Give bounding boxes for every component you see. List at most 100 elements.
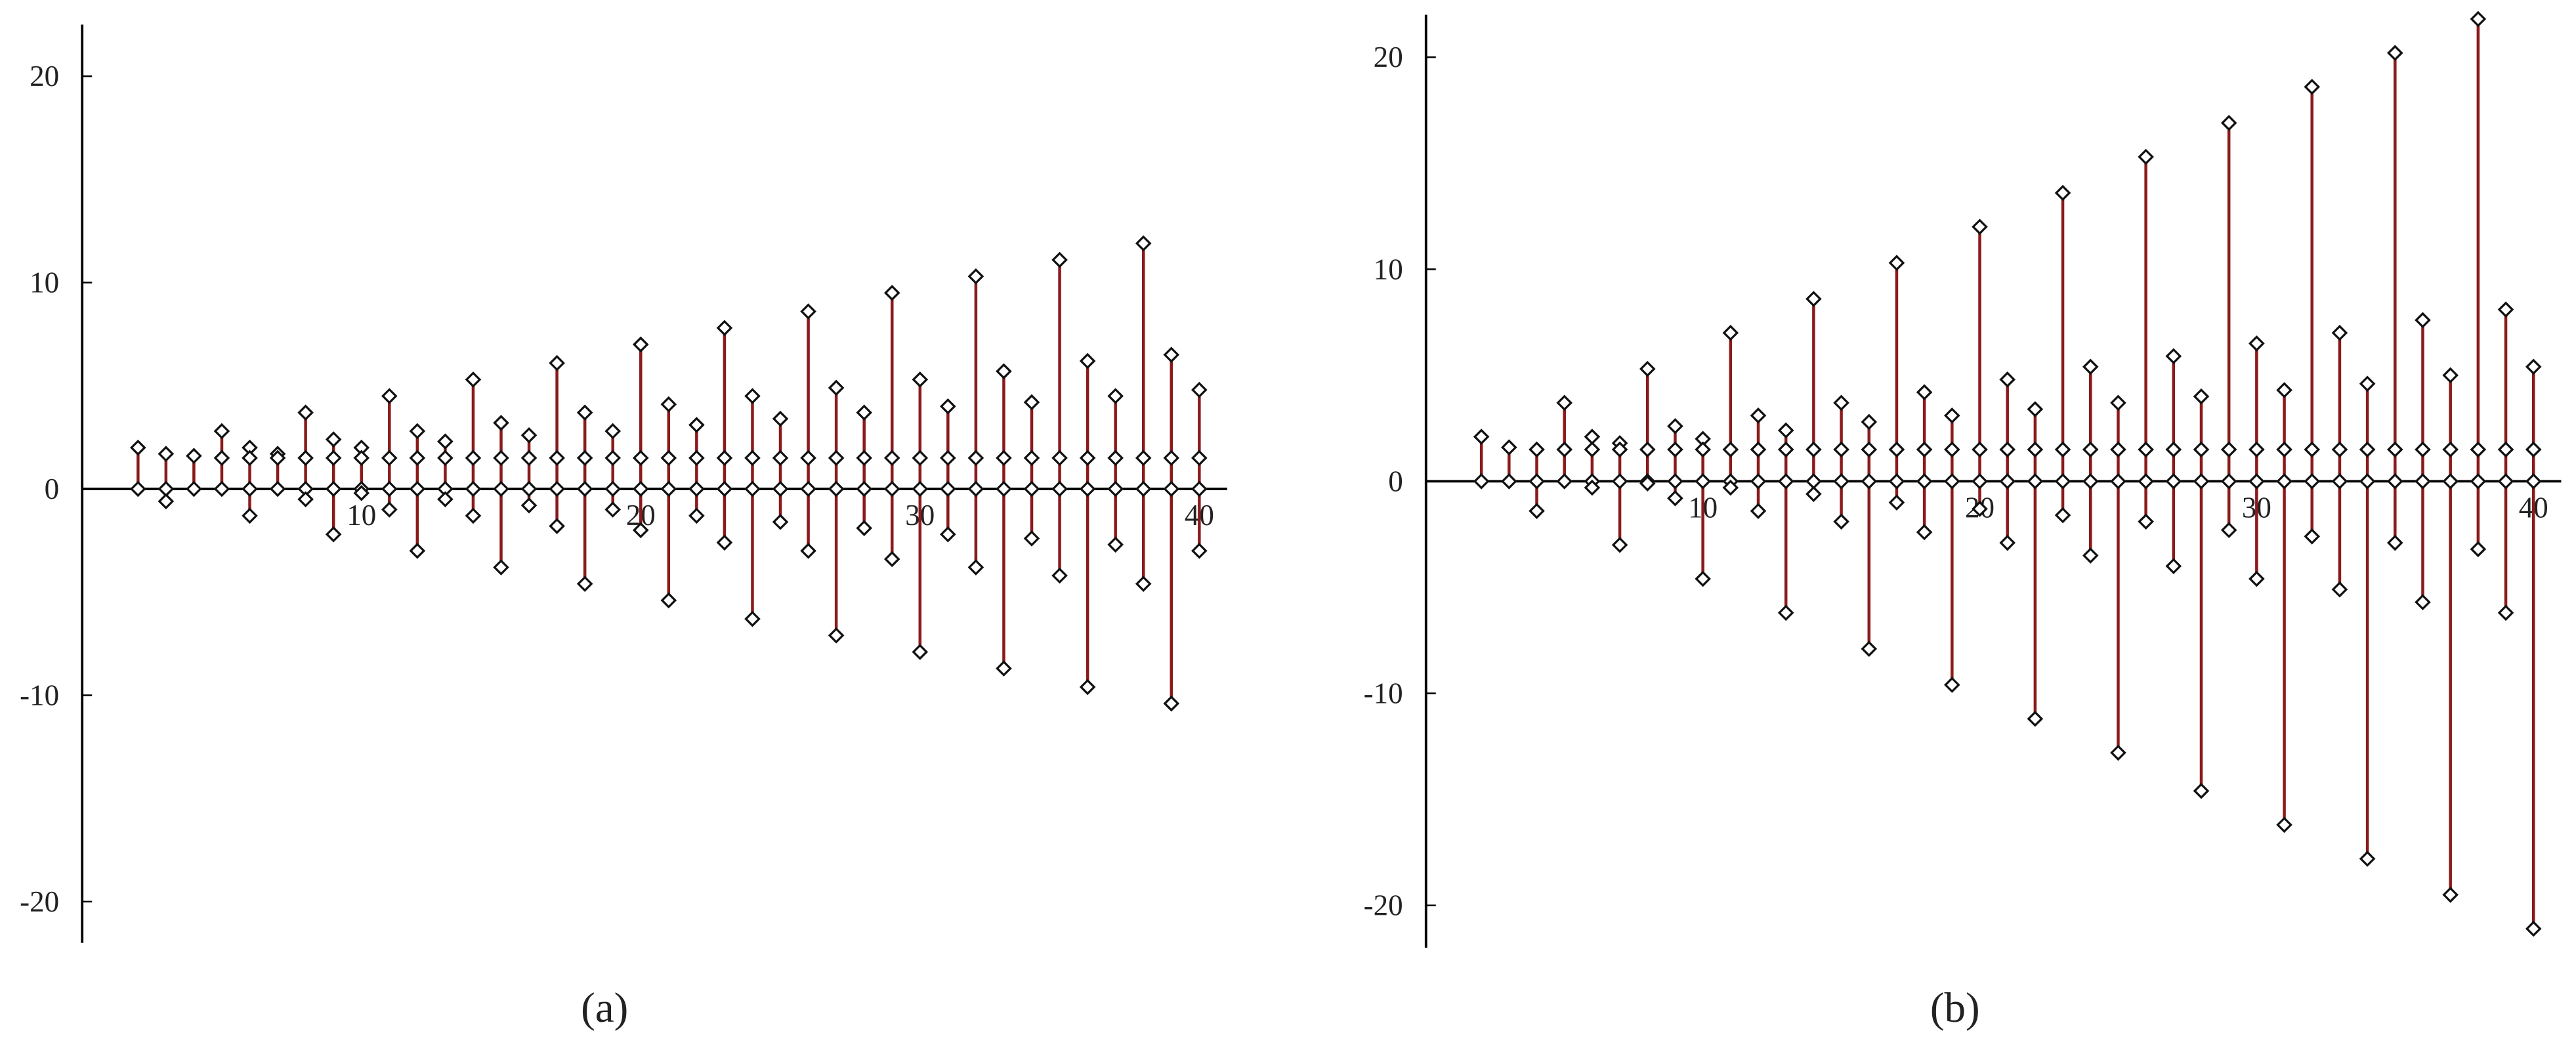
diamond-marker (1639, 475, 1656, 492)
diamond-marker (1191, 381, 1208, 398)
diamond-marker (1107, 388, 1124, 404)
diamond-marker (520, 480, 538, 497)
diamond-marker (1695, 570, 1711, 587)
diamond-marker (716, 320, 733, 337)
diamond-marker (1079, 352, 1096, 369)
diamond-marker (1051, 450, 1068, 467)
diamond-marker (1107, 480, 1124, 497)
diamond-marker (1722, 479, 1739, 496)
diamond-marker (2138, 441, 2154, 458)
diamond-marker (1777, 441, 1794, 458)
diamond-marker (1888, 255, 1905, 271)
diamond-marker (883, 450, 900, 467)
diamond-marker (2359, 375, 2376, 392)
diamond-marker (2054, 184, 2071, 201)
diamond-marker (1916, 384, 1933, 401)
diamond-marker (493, 450, 509, 467)
diamond-marker (1999, 371, 2016, 388)
diamond-marker (2470, 473, 2487, 490)
diamond-marker (2331, 324, 2348, 341)
diamond-marker (2110, 441, 2126, 458)
diamond-marker (493, 480, 509, 497)
diamond-marker (325, 431, 342, 448)
diamond-marker (744, 480, 761, 497)
diamond-marker (1556, 473, 1573, 490)
diamond-marker (1833, 473, 1849, 490)
y-tick-label: 0 (45, 472, 60, 505)
diamond-marker (2331, 441, 2348, 458)
diamond-marker (604, 423, 622, 440)
diamond-marker (660, 592, 677, 609)
diamond-marker (325, 480, 342, 497)
diamond-marker (1805, 486, 1822, 503)
diamond-marker (1695, 441, 1711, 458)
diamond-marker (1972, 501, 1988, 517)
diamond-marker (828, 379, 845, 396)
diamond-marker (1611, 473, 1628, 490)
diamond-marker (2110, 473, 2126, 490)
diamond-marker (1750, 473, 1767, 490)
diamond-marker (2497, 604, 2514, 621)
diamond-marker (912, 450, 929, 467)
diamond-marker (2442, 887, 2459, 903)
caption: (b) (1930, 984, 1980, 1032)
diamond-marker (2525, 473, 2542, 490)
diamond-marker (1667, 473, 1683, 490)
diamond-marker (688, 480, 705, 497)
diamond-marker (213, 423, 230, 440)
diamond-marker (688, 507, 705, 524)
diamond-marker (2193, 782, 2210, 799)
diamond-marker (549, 354, 565, 371)
diamond-marker (996, 363, 1012, 380)
diamond-marker (632, 522, 649, 539)
diamond-marker (1023, 450, 1040, 467)
diamond-marker (381, 501, 398, 518)
y-tick-label: -10 (20, 679, 59, 711)
diamond-marker (1191, 543, 1208, 559)
diamond-marker (772, 514, 789, 530)
diamond-marker (688, 450, 705, 467)
diamond-marker (549, 450, 565, 467)
diamond-marker (2304, 528, 2321, 545)
diamond-marker (2110, 394, 2126, 411)
diamond-marker (967, 268, 984, 285)
diamond-marker (1639, 360, 1656, 377)
diamond-marker (2304, 441, 2321, 458)
diamond-marker (1079, 450, 1096, 467)
diamond-marker (1107, 536, 1124, 553)
diamond-marker (2054, 507, 2071, 524)
diamond-marker (2386, 45, 2403, 62)
diamond-marker (1135, 480, 1152, 497)
diamond-marker (2165, 473, 2182, 490)
diamond-marker (409, 423, 426, 440)
diamond-marker (493, 415, 509, 431)
diamond-marker (1972, 219, 1988, 235)
diamond-marker (2110, 744, 2126, 761)
diamond-marker (772, 410, 789, 427)
diamond-marker (632, 480, 649, 497)
diamond-marker (1999, 473, 2016, 490)
diamond-marker (660, 480, 677, 497)
diamond-marker (2415, 312, 2431, 329)
diamond-marker (2082, 547, 2099, 564)
diamond-marker (1916, 524, 1933, 541)
diamond-marker (856, 450, 873, 467)
diamond-marker (465, 480, 482, 497)
diamond-marker (1777, 473, 1794, 490)
diamond-marker (2442, 367, 2459, 384)
diamond-marker (2386, 473, 2403, 490)
diamond-marker (493, 559, 509, 576)
diamond-marker (1135, 576, 1152, 592)
diamond-marker (2359, 441, 2376, 458)
diamond-marker (1777, 422, 1794, 439)
diamond-marker (129, 439, 146, 456)
diamond-marker (1135, 235, 1152, 252)
diamond-marker (2220, 115, 2237, 131)
y-tick-label: 20 (30, 60, 59, 93)
diamond-marker (2027, 401, 2044, 417)
diamond-marker (409, 480, 426, 497)
y-tick-label: 20 (1374, 41, 1403, 74)
diamond-marker (1861, 473, 1878, 490)
diamond-marker (437, 433, 454, 450)
diamond-marker (1529, 473, 1545, 490)
